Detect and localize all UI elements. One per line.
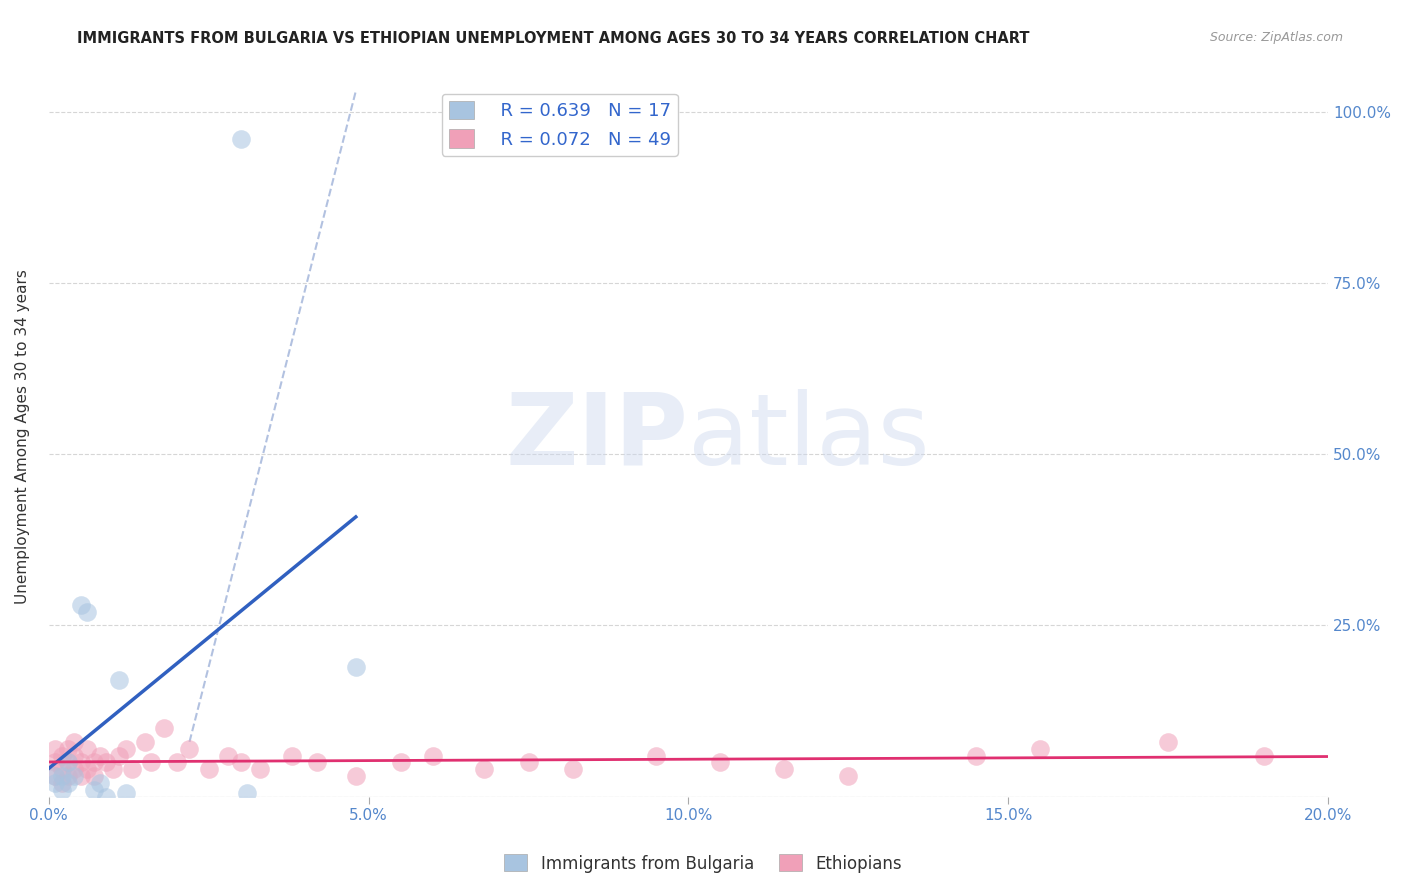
Point — [51, 782, 73, 797]
Point — [229, 756, 252, 770]
Point — [108, 748, 131, 763]
Point — [229, 132, 252, 146]
Point — [101, 762, 124, 776]
Point — [83, 756, 105, 770]
Point — [517, 756, 540, 770]
Point — [44, 741, 66, 756]
Point — [63, 735, 86, 749]
Point — [76, 741, 98, 756]
Legend:   R = 0.639   N = 17,   R = 0.072   N = 49: R = 0.639 N = 17, R = 0.072 N = 49 — [441, 94, 678, 156]
Point — [134, 735, 156, 749]
Text: Source: ZipAtlas.com: Source: ZipAtlas.com — [1209, 31, 1343, 45]
Point — [51, 762, 73, 776]
Point — [56, 769, 79, 783]
Point — [307, 756, 329, 770]
Point — [83, 769, 105, 783]
Point — [96, 756, 118, 770]
Point — [63, 762, 86, 776]
Point — [69, 769, 91, 783]
Point — [389, 756, 412, 770]
Point — [773, 762, 796, 776]
Point — [44, 769, 66, 783]
Point — [89, 748, 111, 763]
Text: ZIP: ZIP — [506, 389, 689, 485]
Point — [63, 769, 86, 783]
Point — [51, 776, 73, 790]
Point — [236, 786, 259, 800]
Text: atlas: atlas — [689, 389, 931, 485]
Point — [153, 721, 176, 735]
Point — [76, 762, 98, 776]
Point — [139, 756, 162, 770]
Point — [51, 748, 73, 763]
Point — [69, 598, 91, 612]
Point — [114, 786, 136, 800]
Point — [114, 741, 136, 756]
Point — [56, 741, 79, 756]
Point — [249, 762, 271, 776]
Point — [44, 756, 66, 770]
Point — [69, 756, 91, 770]
Point — [1253, 748, 1275, 763]
Point — [51, 769, 73, 783]
Point — [44, 776, 66, 790]
Point — [645, 748, 668, 763]
Point — [197, 762, 219, 776]
Point — [709, 756, 731, 770]
Text: IMMIGRANTS FROM BULGARIA VS ETHIOPIAN UNEMPLOYMENT AMONG AGES 30 TO 34 YEARS COR: IMMIGRANTS FROM BULGARIA VS ETHIOPIAN UN… — [77, 31, 1029, 46]
Point — [472, 762, 495, 776]
Point — [83, 782, 105, 797]
Point — [344, 769, 367, 783]
Point — [63, 748, 86, 763]
Legend: Immigrants from Bulgaria, Ethiopians: Immigrants from Bulgaria, Ethiopians — [498, 847, 908, 880]
Point — [76, 605, 98, 619]
Point — [562, 762, 585, 776]
Point — [1157, 735, 1180, 749]
Point — [837, 769, 859, 783]
Point — [108, 673, 131, 688]
Point — [56, 756, 79, 770]
Y-axis label: Unemployment Among Ages 30 to 34 years: Unemployment Among Ages 30 to 34 years — [15, 269, 30, 605]
Point — [89, 776, 111, 790]
Point — [56, 776, 79, 790]
Point — [344, 659, 367, 673]
Point — [179, 741, 201, 756]
Point — [56, 756, 79, 770]
Point — [965, 748, 987, 763]
Point — [217, 748, 239, 763]
Point — [1029, 741, 1052, 756]
Point — [166, 756, 188, 770]
Point — [281, 748, 304, 763]
Point — [121, 762, 143, 776]
Point — [96, 789, 118, 804]
Point — [44, 769, 66, 783]
Point — [422, 748, 444, 763]
